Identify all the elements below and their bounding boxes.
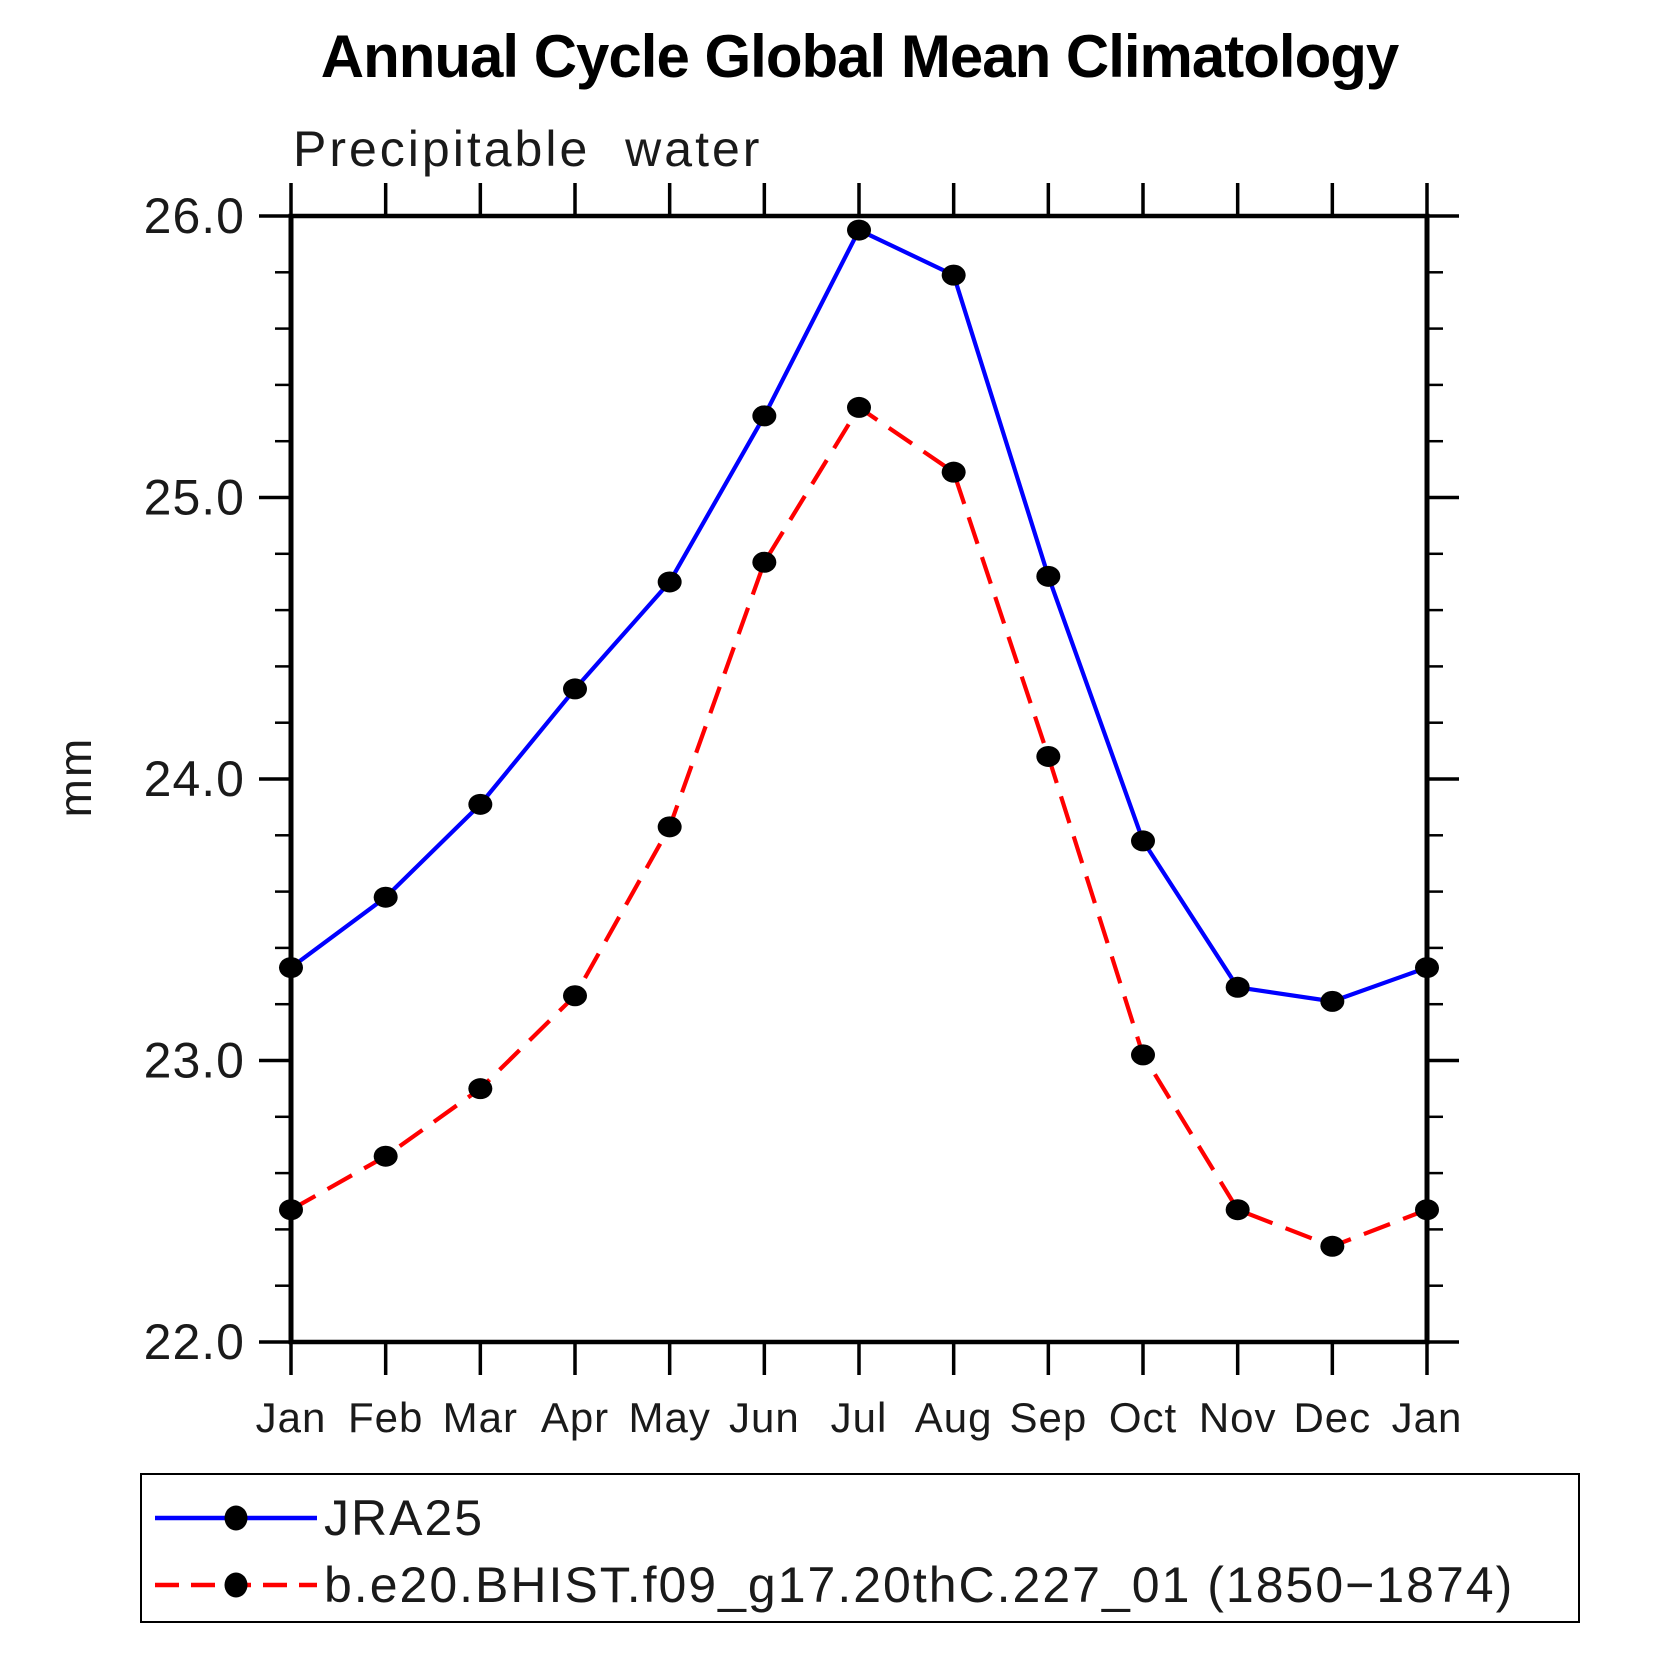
- data-point-marker-s1-0: [279, 1199, 303, 1221]
- data-point-marker-s0-8: [1036, 565, 1061, 587]
- y-tick-label: 23.0: [144, 1033, 245, 1089]
- x-tick-label: Aug: [915, 1394, 993, 1441]
- data-point-marker-s0-11: [1320, 990, 1345, 1012]
- x-tick-label: Sep: [1009, 1394, 1087, 1441]
- x-tick-label: Jul: [831, 1394, 888, 1441]
- data-point-marker-s1-7: [941, 461, 966, 483]
- x-tick-label: Jan: [1392, 1394, 1463, 1441]
- x-tick-label: Apr: [541, 1394, 609, 1441]
- x-tick-label: Dec: [1293, 1394, 1371, 1441]
- legend-label-jra25: JRA25: [324, 1490, 485, 1546]
- y-tick-label: 22.0: [144, 1314, 245, 1370]
- x-tick-label: Oct: [1109, 1394, 1177, 1441]
- data-point-marker-s0-6: [847, 219, 871, 241]
- y-tick-label: 24.0: [144, 751, 245, 807]
- chart-title: Annual Cycle Global Mean Climatology: [320, 23, 1400, 90]
- data-point-marker-s0-2: [468, 793, 493, 815]
- data-point-marker-s0-4: [657, 571, 682, 593]
- data-point-marker-s1-12: [1415, 1199, 1439, 1221]
- data-point-marker-s0-9: [1131, 830, 1155, 852]
- data-point-marker-s1-8: [1036, 745, 1061, 767]
- y-axis-label: mm: [49, 737, 101, 818]
- data-point-marker-s1-11: [1320, 1235, 1345, 1257]
- data-point-marker-s1-5: [752, 551, 777, 573]
- data-point-marker-s1-9: [1131, 1044, 1155, 1066]
- x-tick-label: Jun: [729, 1394, 800, 1441]
- y-tick-label: 25.0: [144, 470, 245, 526]
- data-point-marker-s0-12: [1415, 957, 1439, 979]
- x-tick-label: Nov: [1199, 1394, 1277, 1441]
- data-point-marker-s0-5: [752, 405, 777, 427]
- legend-marker-dashed-line: [155, 1572, 317, 1598]
- x-tick-label: Mar: [443, 1394, 518, 1441]
- data-point-marker-s0-3: [563, 678, 587, 700]
- series-line-1: [289, 405, 1428, 1249]
- data-point-marker-s0-10: [1225, 976, 1250, 998]
- data-point-marker-s1-10: [1225, 1199, 1250, 1221]
- legend-item-jra25: JRA25: [149, 1490, 484, 1546]
- data-point-marker-s0-7: [941, 264, 966, 286]
- x-tick-label: May: [628, 1394, 710, 1441]
- data-point-marker-s1-1: [373, 1145, 398, 1167]
- x-tick-label: Feb: [348, 1394, 423, 1441]
- series-line-0: [289, 227, 1428, 1004]
- chart-subtitle: Precipitable water: [293, 121, 763, 177]
- legend-label-model: b.e20.BHIST.f09_g17.20thC.227_01 (1850−1…: [324, 1557, 1515, 1613]
- data-point-marker-s0-1: [373, 886, 398, 908]
- legend-box: JRA25 b.e20.BHIST.f09_g17.20thC.227_01 (…: [140, 1473, 1580, 1623]
- data-point-marker-s1-4: [657, 816, 682, 838]
- data-point-marker-s1-3: [563, 985, 587, 1007]
- data-point-marker-s1-2: [468, 1078, 493, 1100]
- y-tick-label: 26.0: [144, 188, 245, 244]
- data-point-marker-s0-0: [279, 957, 303, 979]
- legend-item-model: b.e20.BHIST.f09_g17.20thC.227_01 (1850−1…: [149, 1557, 1514, 1613]
- x-tick-label: Jan: [256, 1394, 327, 1441]
- data-point-marker-s1-6: [847, 396, 871, 418]
- legend-marker-solid-line: [155, 1505, 317, 1531]
